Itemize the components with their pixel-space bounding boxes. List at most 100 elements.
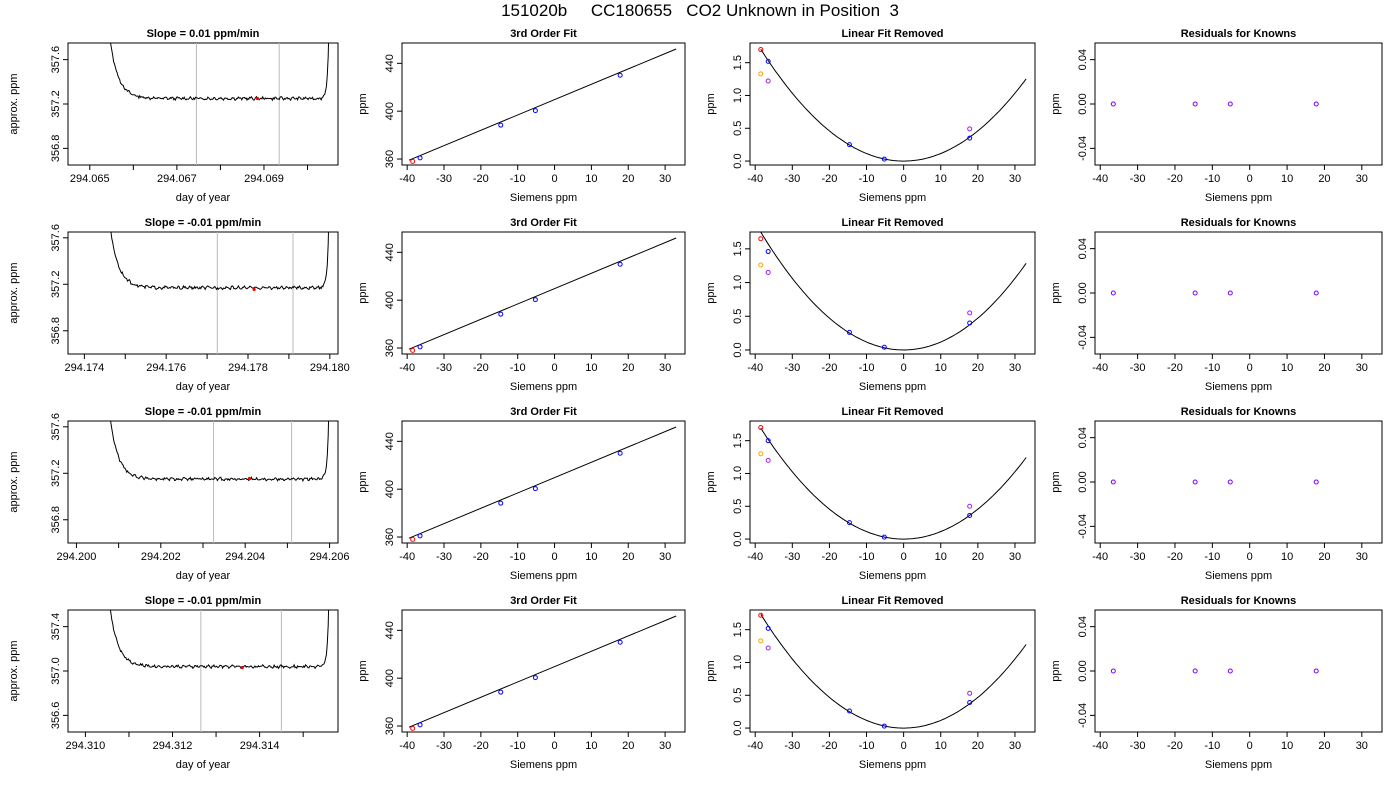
x-tick-label: 0 — [901, 173, 907, 185]
x-axis-label: Siemens ppm — [1205, 759, 1272, 771]
x-tick-label: 20 — [1318, 173, 1330, 185]
data-point — [417, 155, 423, 161]
data-point — [967, 503, 973, 509]
plot-frame — [1094, 609, 1383, 733]
data-point — [765, 78, 771, 84]
x-tick-label: 10 — [935, 173, 947, 185]
x-tick-label: -30 — [1130, 173, 1146, 185]
x-tick-label: -20 — [1167, 362, 1183, 374]
data-point — [417, 344, 423, 350]
panel-title: Linear Fit Removed — [841, 595, 943, 607]
y-tick-label: 357.4 — [50, 613, 62, 641]
x-tick-label: 30 — [659, 173, 671, 185]
data-point — [967, 512, 973, 518]
x-tick-label: -20 — [473, 362, 489, 374]
panel-4-2: 3rd Order Fit -40 -30 -20 -10 0 10 20 30 360 400 44… — [357, 595, 686, 771]
x-tick-label: 20 — [622, 362, 634, 374]
x-axis-label: Siemens ppm — [1205, 381, 1272, 393]
data-point — [758, 612, 764, 618]
y-axis-label: approx. ppm — [8, 640, 20, 701]
plot-frame — [749, 231, 1036, 355]
panel-title: 3rd Order Fit — [510, 406, 577, 418]
data-point — [967, 126, 973, 132]
plot-area — [408, 237, 677, 353]
x-tick-label: 294.200 — [57, 551, 97, 563]
panel-title: 3rd Order Fit — [510, 217, 577, 229]
x-tick-label: -30 — [436, 173, 452, 185]
plot-frame — [67, 609, 339, 733]
x-tick-label: 10 — [1281, 740, 1293, 752]
data-point — [881, 534, 887, 540]
x-tick-label: -10 — [510, 551, 526, 563]
y-tick-label: 0.0 — [732, 153, 744, 168]
y-tick-label: -0.04 — [1077, 136, 1089, 161]
plot-frame — [1094, 231, 1383, 355]
y-axis-label: ppm — [357, 471, 369, 492]
x-axis-label: Siemens ppm — [510, 381, 577, 393]
x-tick-label: 294.202 — [141, 551, 181, 563]
x-tick-label: -40 — [399, 551, 415, 563]
y-tick-label: 356.8 — [50, 135, 62, 163]
x-axis-label: Siemens ppm — [510, 759, 577, 771]
x-tick-label: 20 — [972, 740, 984, 752]
plot-frame — [749, 420, 1036, 544]
y-tick-label: 360 — [384, 717, 396, 735]
data-point — [765, 269, 771, 275]
plot-area — [110, 43, 330, 165]
x-tick-label: 0 — [551, 740, 557, 752]
x-tick-label: -40 — [747, 173, 763, 185]
y-tick-label: 0.0 — [732, 342, 744, 357]
y-axis-label: ppm — [357, 93, 369, 114]
x-tick-label: 294.314 — [240, 740, 280, 752]
plot-frame — [1094, 420, 1383, 544]
x-tick-label: 30 — [1009, 362, 1021, 374]
y-tick-label: 0.00 — [1077, 282, 1089, 303]
x-tick-label: 294.178 — [228, 362, 268, 374]
x-tick-label: -20 — [473, 173, 489, 185]
x-tick-label: -20 — [473, 551, 489, 563]
x-tick-label: 20 — [622, 551, 634, 563]
x-tick-label: -10 — [1204, 740, 1220, 752]
panel-3-2: 3rd Order Fit -40 -30 -20 -10 0 10 20 30 360 400 44… — [357, 406, 686, 582]
y-tick-label: 1.5 — [732, 55, 744, 70]
mean-marker — [247, 476, 252, 481]
data-point — [765, 58, 771, 64]
x-tick-label: 0 — [901, 551, 907, 563]
panel-title: 3rd Order Fit — [510, 28, 577, 40]
data-point — [1313, 290, 1319, 296]
x-tick-label: 10 — [1281, 173, 1293, 185]
plot-area — [1110, 668, 1319, 674]
y-tick-label: 0.00 — [1077, 660, 1089, 681]
x-tick-label: -10 — [859, 362, 875, 374]
y-tick-label: 360 — [384, 339, 396, 357]
x-tick-label: -40 — [747, 362, 763, 374]
x-axis-label: Siemens ppm — [859, 192, 926, 204]
y-axis-label: ppm — [1050, 660, 1062, 681]
data-point — [498, 122, 504, 128]
y-tick-label: 0.04 — [1077, 616, 1089, 637]
y-tick-label: 1.0 — [732, 466, 744, 481]
y-tick-label: 357.6 — [50, 413, 62, 441]
x-tick-label: 30 — [1009, 173, 1021, 185]
x-tick-label: -20 — [821, 362, 837, 374]
x-tick-label: 20 — [972, 362, 984, 374]
panel-2-1: Slope = -0.01 ppm/min 294.174 294.176 294.1… — [8, 217, 350, 393]
x-tick-label: 294.067 — [157, 173, 197, 185]
data-point — [846, 520, 852, 526]
data-point — [410, 725, 416, 731]
plot-frame — [67, 42, 339, 166]
y-tick-label: 1.0 — [732, 655, 744, 670]
x-tick-label: 294.180 — [310, 362, 350, 374]
data-point — [1227, 101, 1233, 107]
x-tick-label: 294.312 — [153, 740, 193, 752]
plot-area — [408, 615, 677, 731]
data-point — [1110, 290, 1116, 296]
plot-frame — [401, 420, 686, 544]
fit-line — [408, 237, 677, 350]
fit-curve — [760, 232, 1027, 351]
x-tick-label: 294.069 — [244, 173, 284, 185]
x-tick-label: 10 — [585, 362, 597, 374]
plot-area — [758, 612, 1027, 729]
